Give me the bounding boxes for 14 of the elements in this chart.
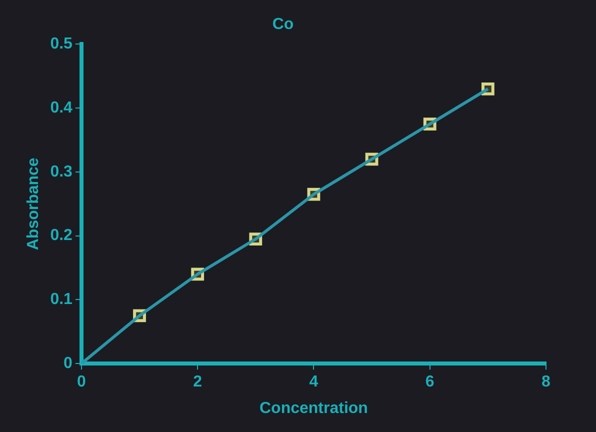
y-tick-label: 0.1: [50, 291, 73, 308]
y-tick-label: 0.5: [50, 36, 73, 53]
y-tick-label: 0.2: [50, 227, 73, 244]
x-tick-label: 8: [542, 374, 551, 391]
y-tick-label: 0.4: [50, 99, 73, 116]
x-axis-title: Concentration: [259, 400, 368, 417]
y-tick-label: 0.3: [50, 163, 73, 180]
chart-title: Co: [272, 16, 294, 34]
x-tick-label: 0: [76, 374, 86, 391]
x-tick-label: 4: [309, 374, 318, 391]
y-axis-title: Absorbance: [25, 158, 42, 250]
x-tick-label: 6: [425, 374, 434, 391]
x-tick-label: 2: [193, 374, 202, 391]
y-tick-label: 0: [64, 355, 73, 372]
